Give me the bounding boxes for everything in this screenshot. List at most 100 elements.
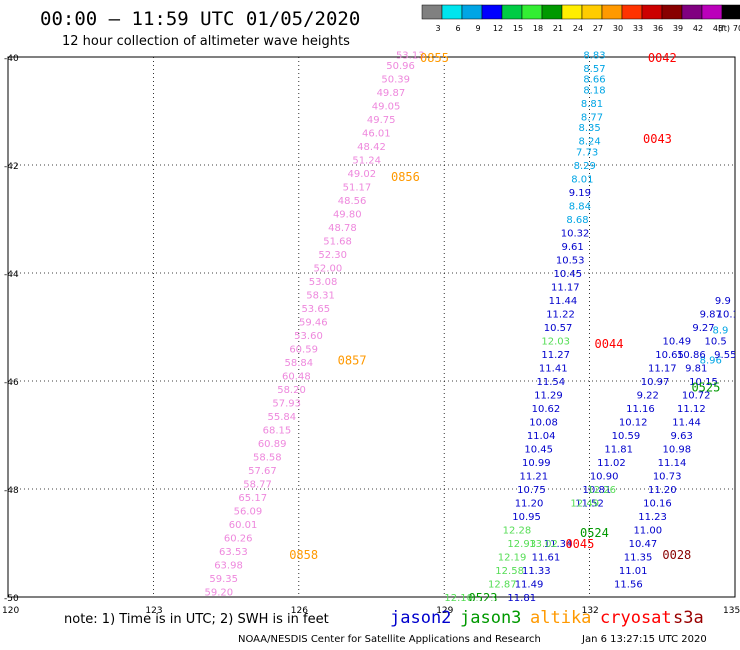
- colorbar-swatch: [621, 4, 643, 20]
- data-point-label: 8.81: [581, 99, 603, 110]
- data-point-label: 8.77: [581, 112, 603, 123]
- data-point-label: 10.15: [689, 377, 718, 388]
- colorbar-swatch: [701, 4, 723, 20]
- pass-time-label: 0524: [580, 526, 609, 540]
- data-point-label: 8.24: [578, 137, 600, 148]
- data-point-label: 49.05: [372, 102, 401, 113]
- data-point-label: 11.17: [648, 364, 677, 375]
- pass-time-label: 0525: [691, 380, 720, 394]
- data-point-label: 50.39: [381, 75, 410, 86]
- pass-time-label: 0044: [595, 337, 624, 351]
- data-point-label: 8.84: [569, 202, 591, 213]
- data-point-label: 12.28: [503, 526, 532, 537]
- data-point-label: 12.93: [507, 539, 536, 550]
- pass-time-label: 0523: [469, 591, 498, 605]
- data-point-label: 11.17: [551, 283, 580, 294]
- data-point-label: 11.44: [672, 418, 701, 429]
- legend-jason2: jason2: [390, 608, 452, 628]
- data-point-label: 11.81: [507, 593, 536, 604]
- data-point-label: 58.84: [284, 358, 313, 369]
- data-point-label: 50.96: [386, 61, 415, 72]
- data-point-label: 10.95: [512, 512, 541, 523]
- colorbar-swatch: [561, 4, 583, 20]
- data-point-label: 10.45: [524, 445, 553, 456]
- data-point-label: 48.78: [328, 223, 357, 234]
- data-point-label: 49.80: [333, 210, 362, 221]
- data-point-label: 49.02: [347, 169, 376, 180]
- data-point-label: 10.49: [663, 337, 692, 348]
- footnote: note: 1) Time is in UTC; 2) SWH is in fe…: [64, 612, 329, 627]
- data-point-label: 51.24: [352, 156, 381, 167]
- data-point-label: 12.03: [541, 337, 570, 348]
- data-point-label: 49.87: [377, 88, 406, 99]
- data-point-label: 11.22: [546, 310, 575, 321]
- data-point-label: 8.66: [583, 75, 605, 86]
- colorbar-swatch: [601, 4, 623, 20]
- data-point-label: 48.42: [357, 142, 386, 153]
- data-point-label: 11.01: [619, 566, 648, 577]
- x-tick-label: 129: [436, 606, 453, 616]
- y-tick-label: -42: [4, 162, 19, 172]
- data-point-label: 58.31: [306, 291, 335, 302]
- x-tick-label: 135: [723, 606, 740, 616]
- colorbar-swatch: [421, 4, 443, 20]
- data-point-label: 9.9: [715, 296, 731, 307]
- data-point-label: 13.02: [529, 539, 558, 550]
- data-point-label: 53.13: [396, 50, 425, 61]
- data-point-label: 49.75: [367, 115, 396, 126]
- data-point-label: 10.81: [583, 485, 612, 496]
- data-point-label: 60.89: [258, 439, 287, 450]
- data-point-label: 10.98: [663, 445, 692, 456]
- colorbar-swatch: [681, 4, 703, 20]
- data-point-label: 12.49: [570, 499, 599, 510]
- data-point-label: 11.16: [626, 404, 655, 415]
- colorbar-label: 33: [633, 24, 643, 33]
- pass-time-label: 0855: [420, 51, 449, 65]
- data-point-label: 68.15: [263, 426, 292, 437]
- colorbar-label: 70: [733, 24, 740, 33]
- colorbar-label: 42: [693, 24, 703, 33]
- data-point-label: 10.45: [553, 269, 582, 280]
- pass-time-label: 0042: [648, 51, 677, 65]
- data-point-label: 10.65: [655, 350, 684, 361]
- data-point-label: 11.34: [544, 539, 573, 550]
- colorbar-label: 15: [513, 24, 523, 33]
- colorbar-swatch: [481, 4, 503, 20]
- data-point-label: 11.21: [520, 472, 549, 483]
- data-point-label: 10.62: [532, 404, 561, 415]
- data-point-label: 11.04: [527, 431, 556, 442]
- colorbar-swatch: [501, 4, 523, 20]
- pass-time-label: 0043: [643, 132, 672, 146]
- y-tick-label: -50: [4, 594, 19, 604]
- colorbar-swatch: [641, 4, 663, 20]
- data-point-label: 11.52: [575, 499, 604, 510]
- colorbar-swatch: [441, 4, 463, 20]
- colorbar-label: 12: [493, 24, 503, 33]
- data-point-label: 11.29: [534, 391, 563, 402]
- colorbar-label: 18: [533, 24, 543, 33]
- data-point-label: 59.35: [209, 574, 238, 585]
- data-point-label: 10.59: [612, 431, 641, 442]
- data-point-label: 11.61: [532, 553, 561, 564]
- data-point-label: 8.29: [574, 161, 596, 172]
- data-point-label: 10.75: [517, 485, 546, 496]
- legend-cryosat: cryosat: [600, 608, 672, 628]
- data-point-label: 9.63: [671, 431, 693, 442]
- data-point-label: 9.22: [637, 391, 659, 402]
- data-point-label: 8.9: [713, 326, 729, 337]
- data-point-label: 10.57: [544, 323, 573, 334]
- data-point-label: 56.09: [234, 507, 263, 518]
- colorbar-swatch: [661, 4, 683, 20]
- data-point-label: 10.73: [653, 472, 682, 483]
- data-point-label: 11.54: [537, 377, 566, 388]
- data-point-label: 11.27: [541, 350, 570, 361]
- pass-time-label: 0858: [289, 548, 318, 562]
- data-point-label: 60.48: [282, 372, 311, 383]
- x-tick-label: 120: [2, 606, 19, 616]
- data-point-label: 10.16: [643, 499, 672, 510]
- data-point-label: 11.12: [677, 404, 706, 415]
- data-point-label: 60.01: [229, 520, 258, 531]
- data-point-label: 9.81: [685, 364, 707, 375]
- pass-time-label: 0045: [565, 537, 594, 551]
- data-point-label: 11.33: [522, 566, 551, 577]
